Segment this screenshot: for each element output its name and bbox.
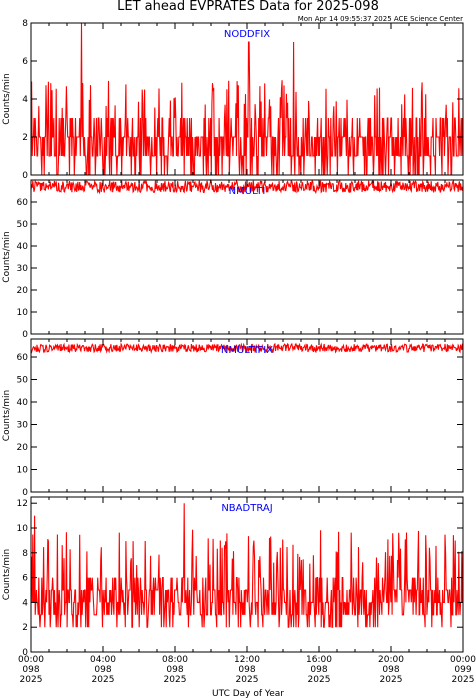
y-tick-label: 40	[17, 242, 29, 252]
series-line	[30, 22, 464, 176]
y-tick-label: 10	[17, 308, 29, 318]
series-label: NBADTRAJ	[221, 503, 272, 514]
y-tick-label: 0	[22, 171, 28, 181]
series-label: NMULTIFIX	[221, 345, 273, 356]
y-axis-label: Counts/min	[2, 390, 12, 441]
series-line	[30, 503, 464, 628]
series-line	[30, 342, 464, 354]
y-tick-label: 12	[17, 499, 28, 509]
x-tick-label: 098	[238, 665, 255, 675]
x-tick-label: 00:00	[450, 655, 476, 665]
chart-title: LET ahead EVPRATES Data for 2025-098	[117, 0, 379, 14]
x-tick-label: 098	[310, 665, 327, 675]
x-axis: 00:00098202504:00098202508:00098202512:0…	[18, 655, 476, 685]
x-tick-label: 2025	[452, 675, 475, 685]
y-tick-label: 60	[17, 353, 29, 363]
x-axis-label: UTC Day of Year	[212, 689, 284, 699]
series-label: NODDFIX	[224, 29, 270, 40]
y-tick-label: 4	[22, 598, 28, 608]
y-tick-label: 8	[22, 19, 28, 29]
y-tick-label: 50	[17, 376, 29, 386]
panels: 02468Counts/minNODDFIX0102030405060Count…	[2, 19, 464, 658]
x-tick-label: 098	[166, 665, 183, 675]
x-tick-label: 098	[382, 665, 399, 675]
y-tick-label: 40	[17, 398, 29, 408]
x-tick-label: 2025	[308, 675, 331, 685]
panel-3: 0 10 20 30 40 50 60 Counts/min NMULTIFIX	[2, 338, 464, 498]
y-tick-label: 6	[22, 574, 28, 584]
y-tick-label: 8	[22, 549, 28, 559]
x-tick-label: 2025	[164, 675, 187, 685]
panel-4: 0 2 4 6 8 10 12 Counts/min NBADTRAJ	[2, 496, 464, 658]
panel-1: 0 2 4 6 8 Counts/min NODDFIX	[2, 19, 464, 181]
y-tick-label: 20	[17, 443, 29, 453]
y-tick-label: 0	[22, 488, 28, 498]
y-axis-label: Counts/min	[2, 73, 12, 124]
x-tick-label: 08:00	[162, 655, 188, 665]
y-tick-label: 20	[17, 286, 29, 296]
x-tick-label: 2025	[20, 675, 43, 685]
y-tick-label: 2	[22, 133, 28, 143]
y-tick-label: 60	[17, 198, 29, 208]
timestamp: Mon Apr 14 09:55:37 2025 ACE Science Cen…	[298, 15, 463, 23]
y-tick-label: 4	[22, 95, 28, 105]
y-tick-label: 2	[22, 623, 28, 633]
x-tick-label: 2025	[92, 675, 115, 685]
y-tick-label: 30	[17, 264, 29, 274]
y-tick-label: 0	[22, 648, 28, 658]
y-tick-label: 50	[17, 220, 29, 230]
y-axis-label: Counts/min	[2, 231, 12, 282]
x-tick-label: 16:00	[306, 655, 332, 665]
x-tick-label: 099	[454, 665, 471, 675]
x-tick-label: 00:00	[18, 655, 44, 665]
y-tick-label: 10	[17, 524, 29, 534]
panel-frame	[30, 179, 464, 335]
y-tick-label: 0	[22, 330, 28, 340]
x-tick-label: 098	[94, 665, 111, 675]
y-tick-label: 10	[17, 466, 29, 476]
x-tick-label: 2025	[236, 675, 259, 685]
panel-frame	[30, 338, 464, 493]
x-tick-label: 04:00	[90, 655, 116, 665]
x-tick-label: 098	[22, 665, 39, 675]
panel-2: 0 10 20 30 40 50 60 Counts/min NMULTI	[2, 178, 464, 340]
x-tick-label: 12:00	[234, 655, 260, 665]
x-tick-label: 2025	[380, 675, 403, 685]
y-tick-label: 30	[17, 421, 29, 431]
y-axis-label: Counts/min	[2, 549, 12, 600]
y-tick-label: 6	[22, 57, 28, 67]
x-tick-label: 20:00	[378, 655, 404, 665]
series-label: NMULTI	[229, 186, 266, 197]
